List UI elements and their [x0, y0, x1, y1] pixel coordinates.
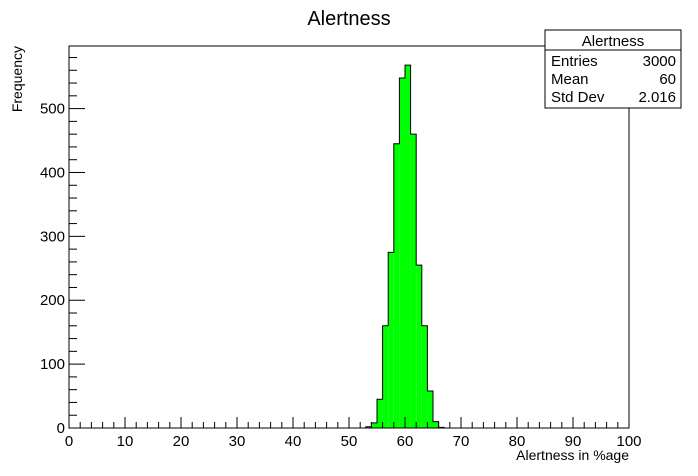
histogram-bar-60	[405, 65, 411, 428]
x-tick-label-0: 0	[65, 433, 73, 450]
x-tick-label-40: 40	[285, 433, 302, 450]
histogram-bar-63	[421, 325, 428, 428]
x-tick-label-70: 70	[453, 433, 470, 450]
y-axis-title: Frequency	[9, 46, 25, 112]
x-tick-label-100: 100	[616, 433, 641, 450]
stats-box-frame	[544, 29, 682, 109]
y-tick-label-0: 0	[57, 420, 65, 437]
x-tick-label-10: 10	[117, 433, 134, 450]
histogram-bar-55	[377, 399, 383, 428]
x-tick-label-60: 60	[397, 433, 414, 450]
histogram-bar-64	[427, 390, 433, 428]
histogram-bar-59	[399, 77, 405, 429]
y-tick-label-500: 500	[40, 101, 65, 118]
x-axis-title: Alertness in %age	[516, 447, 629, 463]
histogram-bar-62	[416, 265, 422, 428]
x-tick-label-80: 80	[509, 433, 526, 450]
histogram-bar-53	[365, 426, 372, 428]
y-tick-label-200: 200	[40, 292, 65, 309]
x-tick-label-30: 30	[229, 433, 246, 450]
x-axis: 0 10 20 30 40 50 60 70 80 90 100	[65, 417, 642, 450]
y-tick-label-400: 400	[40, 164, 65, 181]
histogram-bar-57	[388, 252, 394, 428]
y-axis: 0 100 200 300 400 500	[40, 56, 85, 437]
stats-entries-label: Entries	[551, 53, 598, 70]
stats-mean-value: 60	[659, 71, 676, 88]
stats-box: Alertness Entries 3000 Mean 60 Std Dev 2…	[544, 29, 682, 109]
y-tick-label-100: 100	[40, 356, 65, 373]
stats-mean-label: Mean	[551, 71, 589, 88]
stats-stddev-label: Std Dev	[551, 89, 605, 106]
stats-entries-value: 3000	[643, 53, 676, 70]
x-tick-label-20: 20	[173, 433, 190, 450]
x-tick-label-90: 90	[565, 433, 582, 450]
histogram-bar-65	[433, 421, 439, 428]
chart-title: Alertness	[307, 8, 390, 30]
stats-box-title: Alertness	[582, 33, 645, 50]
histogram-bar-56	[382, 325, 389, 428]
histogram-outline	[365, 64, 445, 428]
histogram-bar-54	[371, 422, 377, 428]
histogram-bar-61	[410, 134, 417, 428]
x-tick-label-50: 50	[341, 433, 358, 450]
histogram-bar-58	[393, 143, 400, 428]
stats-stddev-value: 2.016	[638, 89, 676, 106]
histogram-bars	[365, 64, 445, 429]
y-tick-label-300: 300	[40, 228, 65, 245]
